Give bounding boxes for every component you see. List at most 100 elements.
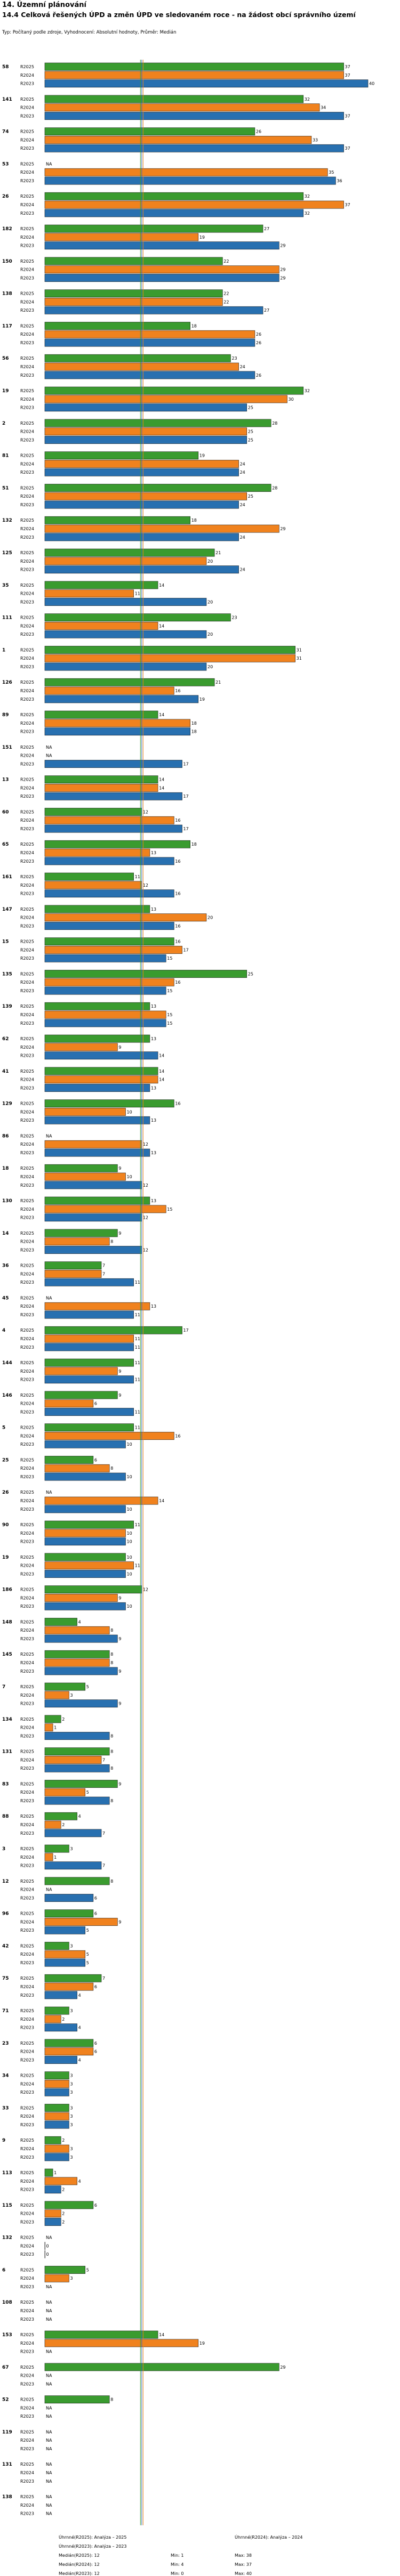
bar (44, 1958, 86, 1967)
data-label: 1 (54, 1726, 57, 1730)
series-label: R2025 (20, 2105, 34, 2110)
data-label: 33 (313, 137, 318, 142)
bar (44, 1116, 150, 1124)
bar (44, 395, 287, 403)
series-label: R2023 (20, 989, 34, 993)
bar (44, 686, 174, 695)
bar (44, 2023, 77, 2032)
legend-entry: Medián(R2024): 12 (59, 2562, 100, 2567)
bar (44, 1019, 166, 1027)
bar (44, 1067, 158, 1075)
group-label: 108 (2, 2300, 12, 2305)
data-label: 3 (70, 2105, 73, 2110)
bar (44, 1570, 126, 1578)
group-label: 113 (2, 2170, 12, 2176)
data-label: 25 (248, 438, 253, 442)
na-label: NA (46, 2317, 52, 2322)
bar (44, 1075, 158, 1084)
bar (44, 127, 255, 136)
data-label: 12 (143, 809, 148, 814)
group-label: 65 (2, 842, 9, 847)
data-label: 20 (207, 665, 213, 669)
series-label: R2025 (20, 1814, 34, 1819)
series-label: R2024 (20, 818, 34, 823)
na-label: NA (46, 1490, 52, 1495)
series-label: R2024 (20, 1919, 34, 1924)
group-label: 51 (2, 485, 9, 491)
data-label: 26 (256, 332, 261, 337)
data-label: 9 (118, 1595, 121, 1600)
data-label: 4 (78, 1619, 81, 1624)
series-label: R2023 (20, 1604, 34, 1609)
series-label: R2025 (20, 194, 34, 199)
bar (44, 1496, 158, 1505)
series-label: R2025 (20, 421, 34, 426)
series-label: R2023 (20, 179, 34, 183)
na-label: NA (46, 2374, 52, 2378)
series-label: R2023 (20, 1345, 34, 1350)
data-label: 14 (159, 623, 164, 628)
bar (44, 1537, 126, 1546)
bar (44, 1423, 134, 1432)
data-label: 16 (175, 818, 180, 823)
data-label: 14 (159, 1498, 164, 1503)
data-label: 16 (175, 924, 180, 928)
data-label: 10 (127, 1109, 132, 1114)
data-label: 7 (102, 1831, 105, 1836)
series-label: R2024 (20, 2146, 34, 2151)
bar (44, 1246, 142, 1254)
bar (44, 1278, 134, 1286)
bar (44, 1205, 166, 1213)
data-label: 11 (135, 1564, 140, 1568)
bar (44, 306, 263, 314)
group-label: 117 (2, 323, 12, 329)
series-label: R2024 (20, 1045, 34, 1050)
data-label: 4 (78, 1814, 81, 1819)
bar (44, 589, 134, 598)
bar (44, 889, 174, 898)
series-label: R2023 (20, 1571, 34, 1576)
bar (44, 1942, 69, 1950)
series-label: R2025 (20, 2170, 34, 2175)
data-label: 13 (151, 1004, 156, 1009)
series-label: R2023 (20, 438, 34, 442)
series-label: R2023 (20, 827, 34, 831)
group-label: 7 (2, 1684, 5, 1690)
series-label: R2023 (20, 1831, 34, 1836)
na-label: NA (46, 2494, 52, 2499)
data-label: 8 (110, 1799, 113, 1803)
data-label: 18 (191, 842, 197, 847)
data-label: 11 (135, 1360, 140, 1365)
bar (44, 1756, 102, 1764)
bar (44, 1853, 53, 1861)
series-label: R2025 (20, 1652, 34, 1657)
bar (44, 784, 158, 792)
bar (44, 872, 134, 881)
series-label: R2023 (20, 341, 34, 345)
group-label: 131 (2, 2462, 12, 2467)
data-label: 8 (110, 1749, 113, 1754)
series-label: R2025 (20, 842, 34, 847)
bar (44, 168, 328, 176)
bar (44, 1440, 126, 1448)
group-label: 53 (2, 161, 9, 167)
data-label: 2 (62, 2212, 65, 2216)
bar (44, 1658, 110, 1667)
series-label: R2023 (20, 2252, 34, 2257)
series-label: R2024 (20, 2179, 34, 2184)
bar (44, 760, 182, 768)
series-label: R2023 (20, 1799, 34, 1803)
data-label: 8 (110, 1466, 113, 1471)
group-label: 111 (2, 615, 12, 621)
series-label: R2023 (20, 665, 34, 669)
series-label: R2025 (20, 1781, 34, 1786)
group-label: 148 (2, 1619, 12, 1625)
series-label: R2025 (20, 1911, 34, 1916)
series-label: R2023 (20, 1216, 34, 1220)
data-label: 37 (345, 73, 350, 78)
data-label: 11 (135, 1409, 140, 1414)
bar (44, 1043, 118, 1051)
bar (44, 1375, 134, 1384)
group-label: 36 (2, 1263, 9, 1269)
series-label: R2023 (20, 2512, 34, 2516)
